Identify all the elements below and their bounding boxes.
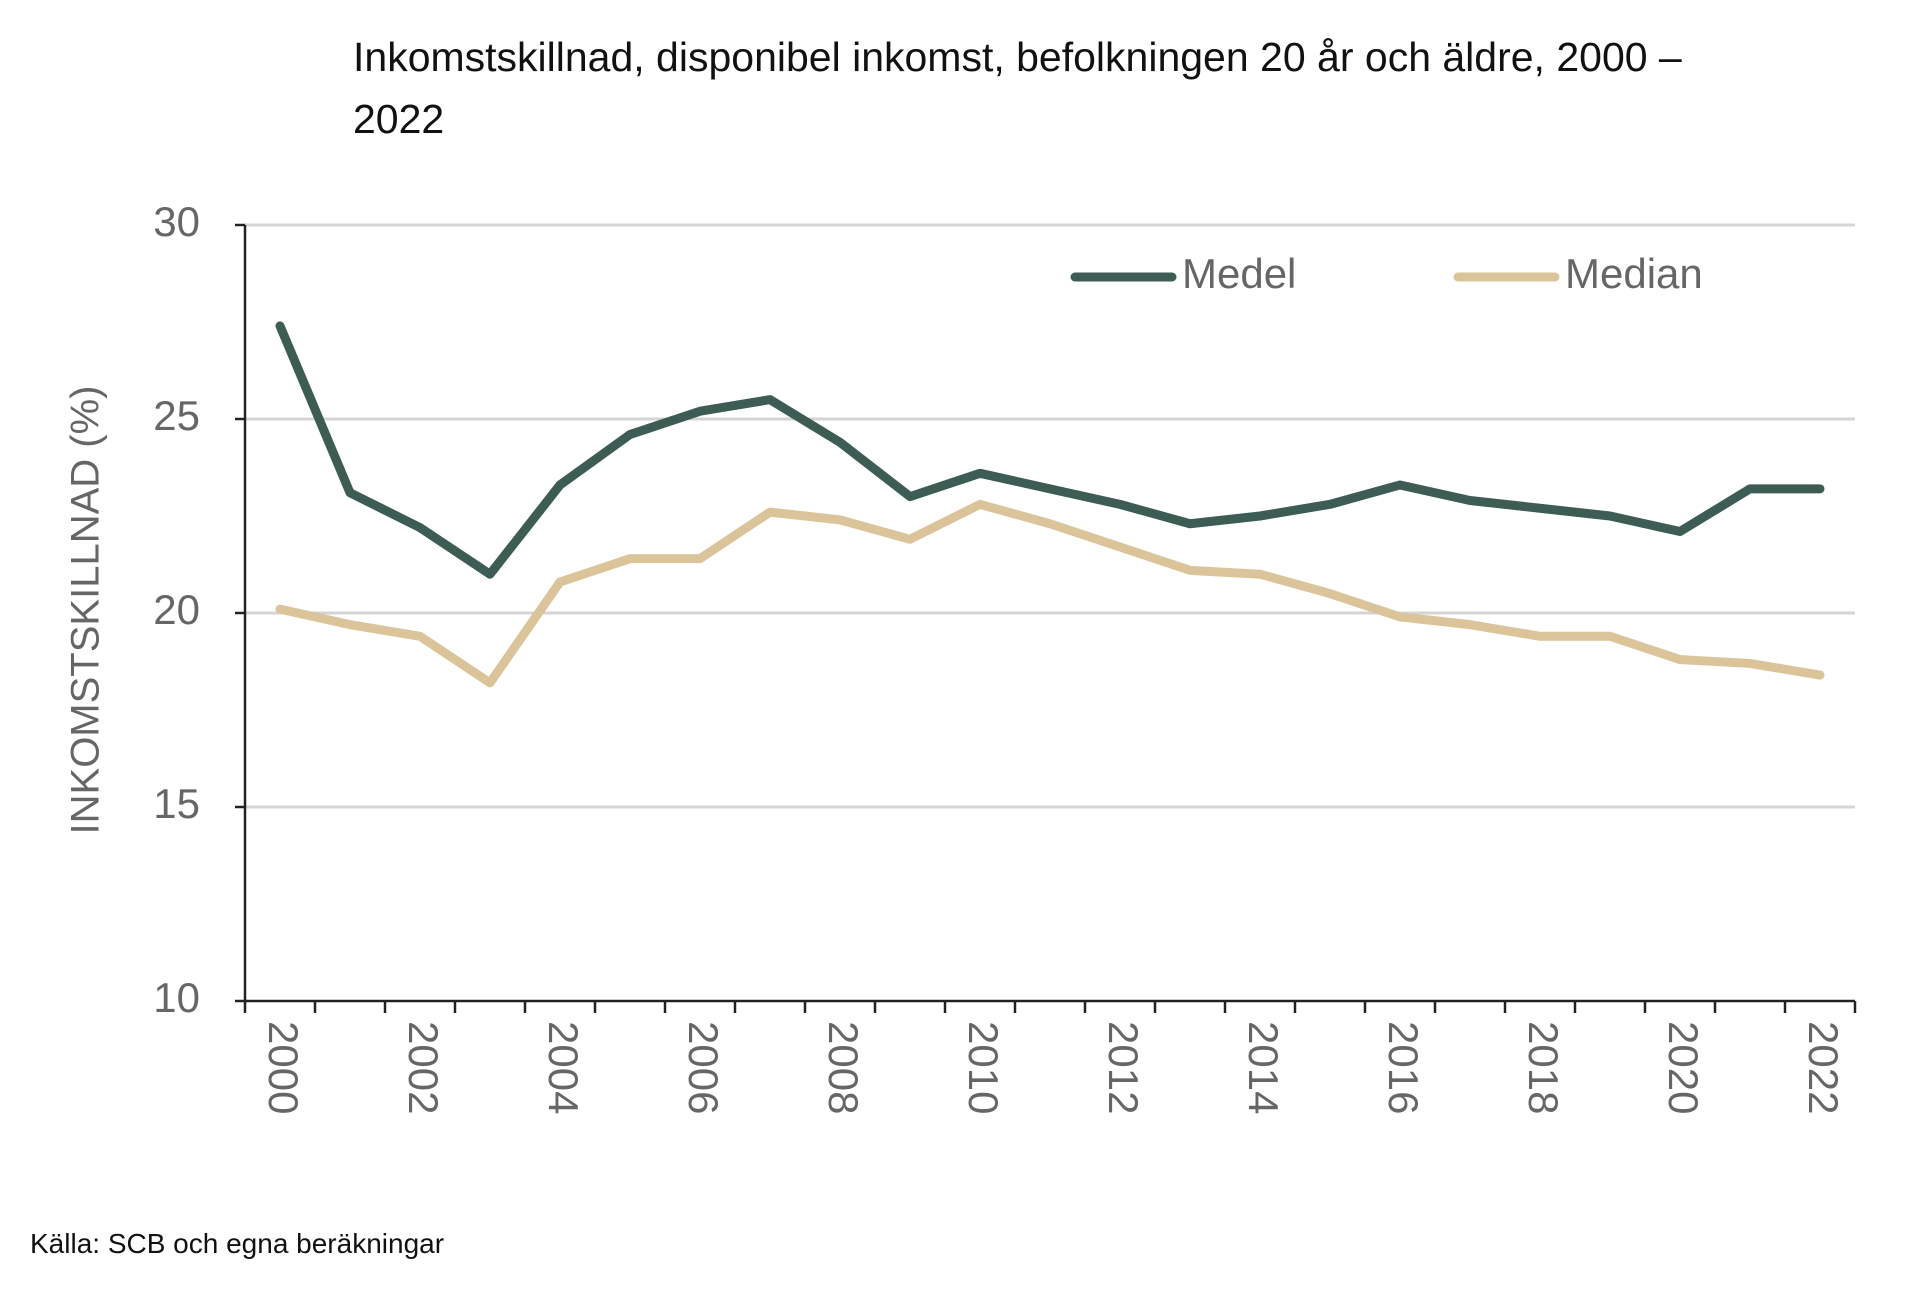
y-tick-label: 10 bbox=[153, 974, 200, 1021]
series-line bbox=[275, 321, 1825, 579]
source-note: Källa: SCB och egna beräkningar bbox=[30, 1228, 445, 1259]
legend-label: Median bbox=[1565, 250, 1703, 297]
x-tick-label: 2016 bbox=[1380, 1021, 1427, 1114]
x-tick-label: 2022 bbox=[1800, 1021, 1847, 1114]
x-tick-label: 2018 bbox=[1520, 1021, 1567, 1114]
x-tick-label: 2012 bbox=[1100, 1021, 1147, 1114]
x-tick-label: 2006 bbox=[680, 1021, 727, 1114]
y-tick-label: 25 bbox=[153, 392, 200, 439]
y-tick-label: 15 bbox=[153, 780, 200, 827]
series-line bbox=[275, 499, 1825, 688]
x-tick-label: 2020 bbox=[1660, 1021, 1707, 1114]
x-tick-label: 2004 bbox=[540, 1021, 587, 1114]
x-tick-label: 2000 bbox=[260, 1021, 307, 1114]
x-tick-label: 2014 bbox=[1240, 1021, 1287, 1114]
chart: INKOMSTSKILLNAD (%) 10 15 20 25 30 2000 2002 20… bbox=[64, 198, 1857, 1114]
y-tick-label: 30 bbox=[153, 198, 200, 245]
x-tick-label: 2002 bbox=[400, 1021, 447, 1114]
y-tick-label: 20 bbox=[153, 586, 200, 633]
y-axis-label: INKOMSTSKILLNAD (%) bbox=[64, 386, 108, 835]
legend-label: Medel bbox=[1182, 250, 1296, 297]
x-tick-label: 2010 bbox=[960, 1021, 1007, 1114]
x-tick-label: 2008 bbox=[820, 1021, 867, 1114]
chart-title: Inkomstskillnad, disponibel inkomst, bef… bbox=[353, 34, 1682, 142]
